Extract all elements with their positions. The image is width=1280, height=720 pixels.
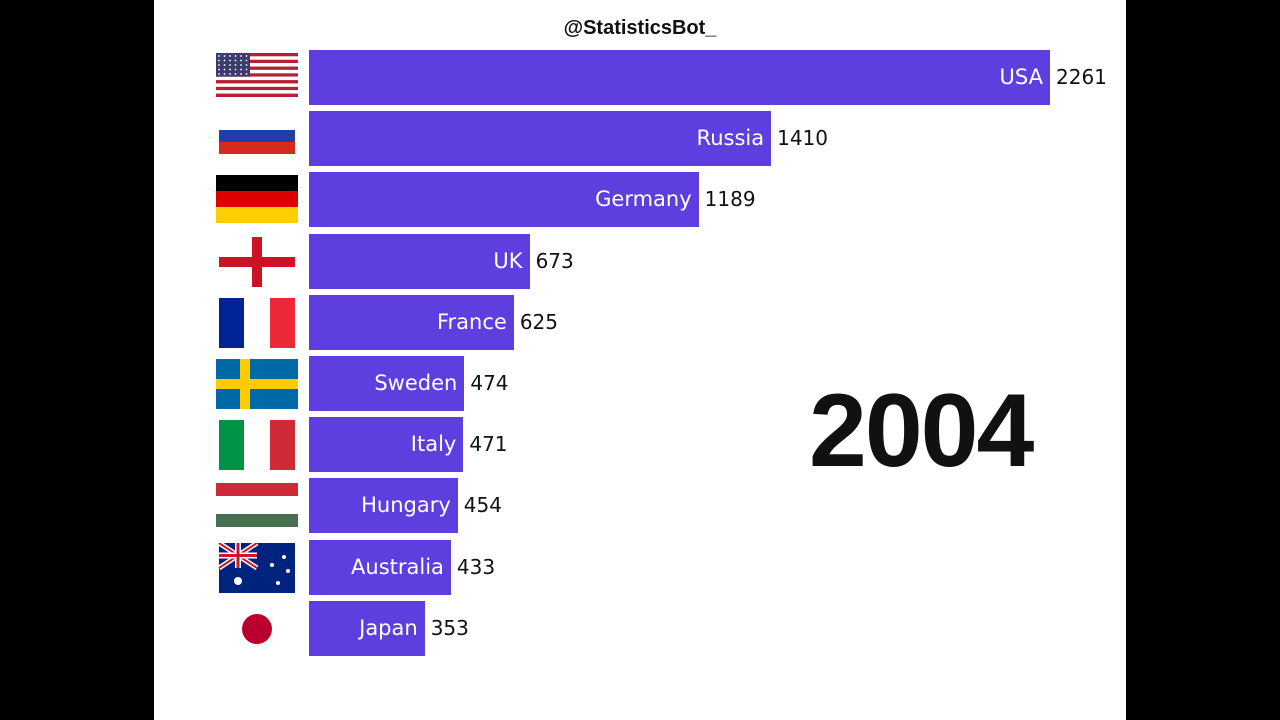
value-label: 673 — [535, 248, 574, 273]
value-label: 1189 — [704, 187, 756, 212]
bar-russia — [309, 111, 772, 167]
bar-label: Russia — [696, 126, 765, 151]
value-label: 454 — [463, 493, 502, 518]
value-label: 625 — [519, 309, 559, 334]
hungary-flag-icon — [216, 481, 298, 536]
bar-label: Japan — [359, 615, 418, 640]
bar-sweden — [309, 356, 465, 411]
bar-italy — [309, 417, 464, 473]
germany-flag-icon — [216, 175, 298, 230]
bar-label: Italy — [410, 432, 457, 457]
bar-hungary — [309, 478, 458, 534]
bar-label: Sweden — [374, 371, 458, 395]
value-label: 2261 — [1056, 65, 1107, 89]
bar-label: Germany — [595, 187, 692, 212]
bar-label: Australia — [351, 554, 444, 579]
bar-label: UK — [493, 248, 523, 273]
bar-label: France — [436, 309, 507, 334]
bar-label: USA — [999, 65, 1043, 89]
england-flag-icon — [216, 236, 298, 292]
year-label: 2004 — [809, 373, 1034, 489]
bar-france — [309, 294, 514, 350]
russia-flag-icon — [216, 114, 298, 169]
bar-uk — [309, 233, 530, 289]
france-flag-icon — [216, 297, 298, 353]
value-label: 433 — [456, 554, 496, 579]
bar-australia — [309, 539, 451, 595]
usa-flag-icon — [216, 53, 298, 108]
bar-label: Hungary — [361, 493, 451, 518]
sweden-flag-icon — [216, 359, 298, 414]
bar-germany — [309, 172, 699, 228]
italy-flag-icon — [216, 420, 298, 475]
value-label: 474 — [470, 371, 509, 395]
chart-title: @StatisticsBot_ — [563, 17, 717, 39]
japan-flag-icon — [216, 604, 298, 659]
bar-usa — [309, 50, 1050, 105]
value-label: 353 — [430, 615, 469, 640]
value-label: 471 — [469, 432, 508, 457]
chart-canvas: @StatisticsBot_ USA 2261 Russia 1410 Germany… — [154, 0, 1126, 720]
australia-flag-icon — [216, 540, 298, 598]
bar-japan — [309, 600, 425, 656]
value-label: 1410 — [777, 126, 828, 151]
